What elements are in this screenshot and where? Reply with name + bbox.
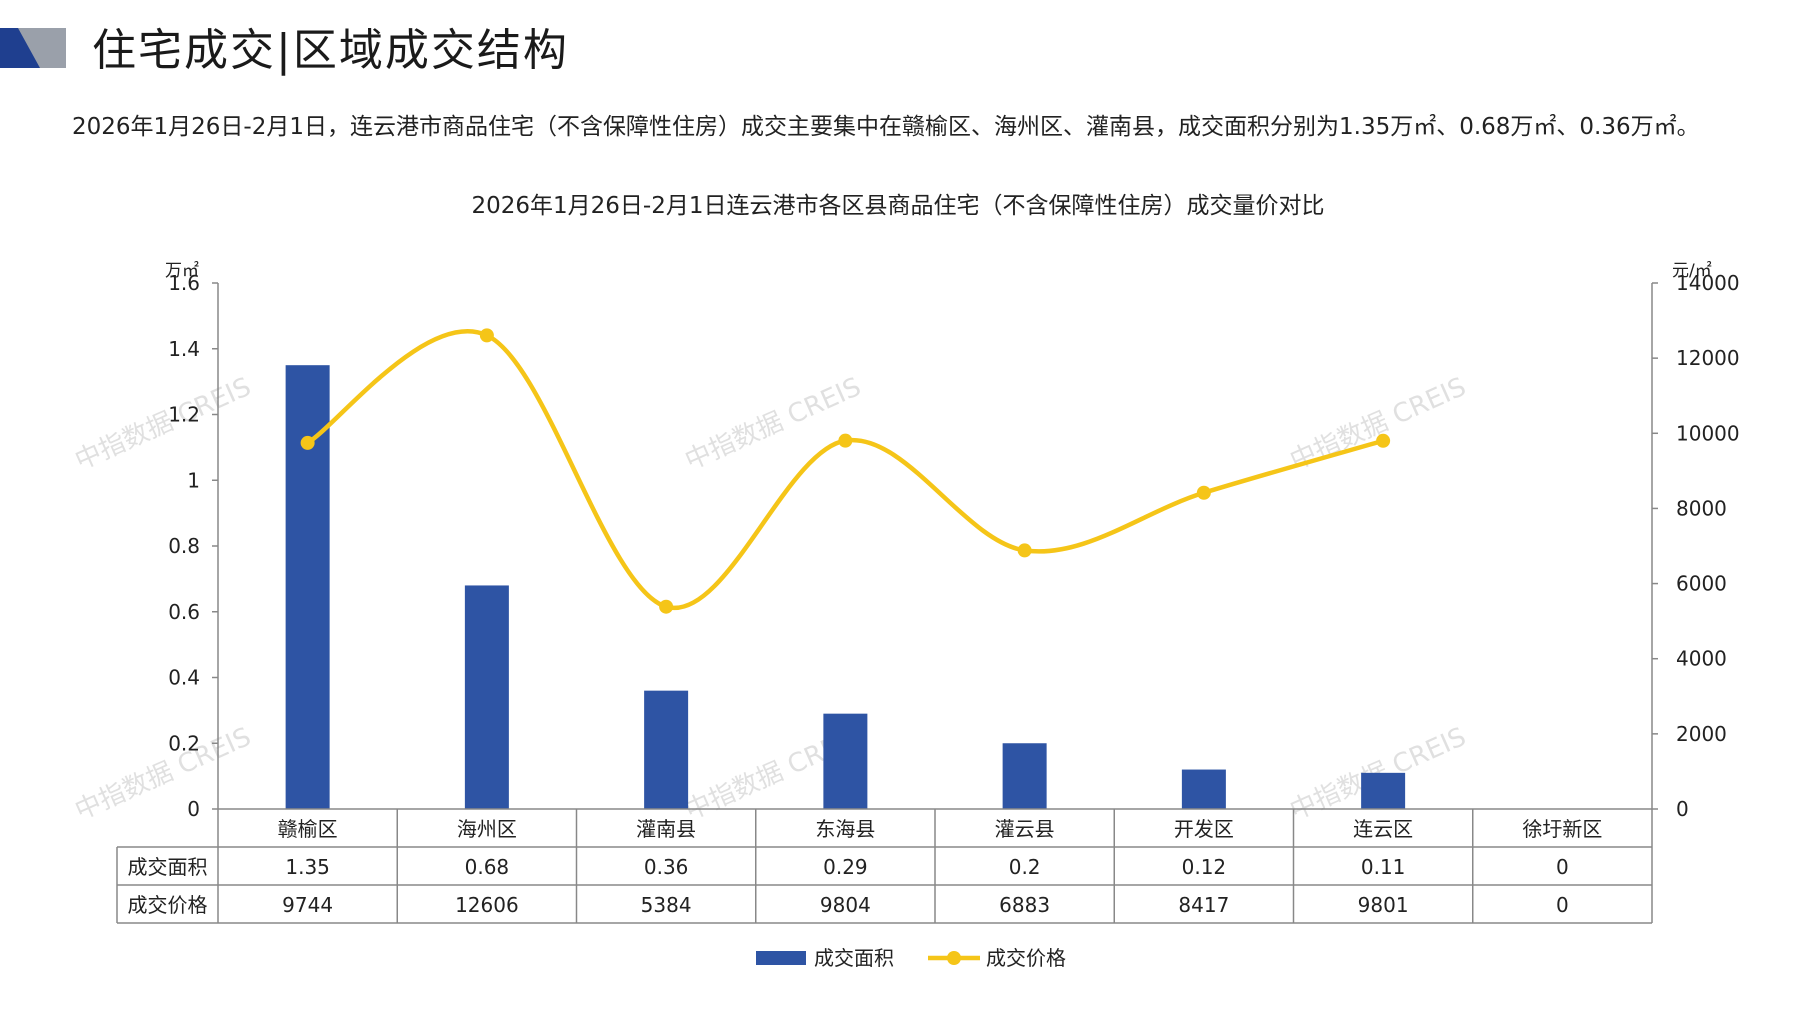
- right-tick-label: 8000: [1676, 496, 1727, 520]
- price-value-label: 9801: [1358, 893, 1409, 917]
- right-tick-label: 14000: [1676, 271, 1740, 295]
- area-value-label: 0.11: [1361, 855, 1406, 879]
- bar-连云区: [1361, 772, 1406, 809]
- chart-title: 2026年1月26日-2月1日连云港市各区县商品住宅（不含保障性住房）成交量价对…: [472, 193, 1325, 219]
- category-label: 东海县: [815, 817, 875, 841]
- left-tick-label: 1: [187, 468, 200, 492]
- bar-灌云县: [1002, 743, 1047, 809]
- category-label: 海州区: [457, 817, 517, 841]
- page-title: 住宅成交|区域成交结构: [92, 25, 569, 76]
- right-tick-label: 2000: [1676, 722, 1727, 746]
- legend-label-price: 成交价格: [986, 946, 1066, 970]
- price-point-东海县: [838, 433, 853, 448]
- right-tick-label: 6000: [1676, 572, 1727, 596]
- price-value-label: 8417: [1178, 893, 1229, 917]
- price-point-连云区: [1376, 433, 1391, 448]
- area-value-label: 0: [1556, 855, 1569, 879]
- area-value-label: 0.29: [823, 855, 868, 879]
- price-point-开发区: [1196, 485, 1211, 500]
- bar-开发区: [1181, 769, 1226, 809]
- watermark: 中指数据 CREIS: [681, 372, 866, 476]
- area-value-label: 0.36: [644, 855, 689, 879]
- left-tick-label: 0.2: [168, 731, 200, 755]
- logo-mark-icon: [0, 28, 66, 68]
- price-value-label: 6883: [999, 893, 1050, 917]
- price-point-灌云县: [1017, 543, 1032, 558]
- left-tick-label: 1.2: [168, 403, 200, 427]
- price-point-灌南县: [659, 599, 674, 614]
- area-value-label: 0.68: [465, 855, 510, 879]
- row-header-price: 成交价格: [128, 893, 208, 917]
- line-series: [300, 328, 1391, 614]
- price-value-label: 0: [1556, 893, 1569, 917]
- price-point-海州区: [479, 328, 494, 343]
- left-tick-label: 1.6: [168, 271, 200, 295]
- bar-灌南县: [644, 690, 689, 809]
- left-tick-label: 0.8: [168, 534, 200, 558]
- legend-label-area: 成交面积: [814, 946, 894, 970]
- row-header-area: 成交面积: [128, 855, 208, 879]
- price-value-label: 9744: [282, 893, 333, 917]
- category-label: 徐圩新区: [1522, 817, 1602, 841]
- price-point-赣榆区: [300, 435, 315, 450]
- category-label: 灌云县: [995, 817, 1055, 841]
- right-tick-label: 10000: [1676, 421, 1740, 445]
- price-value-label: 5384: [641, 893, 692, 917]
- legend-swatch-point: [947, 951, 961, 965]
- area-value-label: 0.12: [1182, 855, 1227, 879]
- legend: 成交面积 成交价格: [756, 946, 1066, 970]
- axes-layer: 1.6 1.4 1.2 1 0.8 0.6 0.4 0.2 0 14000 12000 10000 80…: [168, 271, 1739, 821]
- category-label: 开发区: [1174, 817, 1234, 841]
- right-tick-label: 0: [1676, 797, 1689, 821]
- category-label: 连云区: [1353, 817, 1413, 841]
- watermark: 中指数据 CREIS: [71, 372, 256, 476]
- category-label: 赣榆区: [278, 817, 338, 841]
- chart: 2026年1月26日-2月1日连云港市各区县商品住宅（不含保障性住房）成交量价对…: [71, 193, 1740, 970]
- right-axis-unit: 元/㎡: [1672, 261, 1712, 281]
- bar-series: [285, 365, 1406, 809]
- left-tick-label: 1.4: [168, 337, 200, 361]
- left-tick-label: 0.6: [168, 600, 200, 624]
- price-value-label: 12606: [455, 893, 519, 917]
- area-value-label: 0.2: [1009, 855, 1041, 879]
- right-tick-label: 4000: [1676, 647, 1727, 671]
- legend-swatch-bar: [756, 951, 806, 965]
- left-axis-unit: 万㎡: [165, 261, 199, 281]
- right-tick-label: 12000: [1676, 346, 1740, 370]
- bar-东海县: [823, 713, 868, 809]
- left-tick-label: 0: [187, 797, 200, 821]
- area-value-label: 1.35: [285, 855, 330, 879]
- price-line: [306, 329, 1384, 611]
- page-header: 住宅成交|区域成交结构: [0, 24, 700, 78]
- watermark: 中指数据 CREIS: [71, 722, 256, 826]
- summary-text: 2026年1月26日-2月1日，连云港市商品住宅（不含保障性住房）成交主要集中在…: [72, 114, 1700, 140]
- bar-海州区: [464, 585, 509, 809]
- price-value-label: 9804: [820, 893, 871, 917]
- category-label: 灌南县: [636, 817, 696, 841]
- left-tick-label: 0.4: [168, 666, 200, 690]
